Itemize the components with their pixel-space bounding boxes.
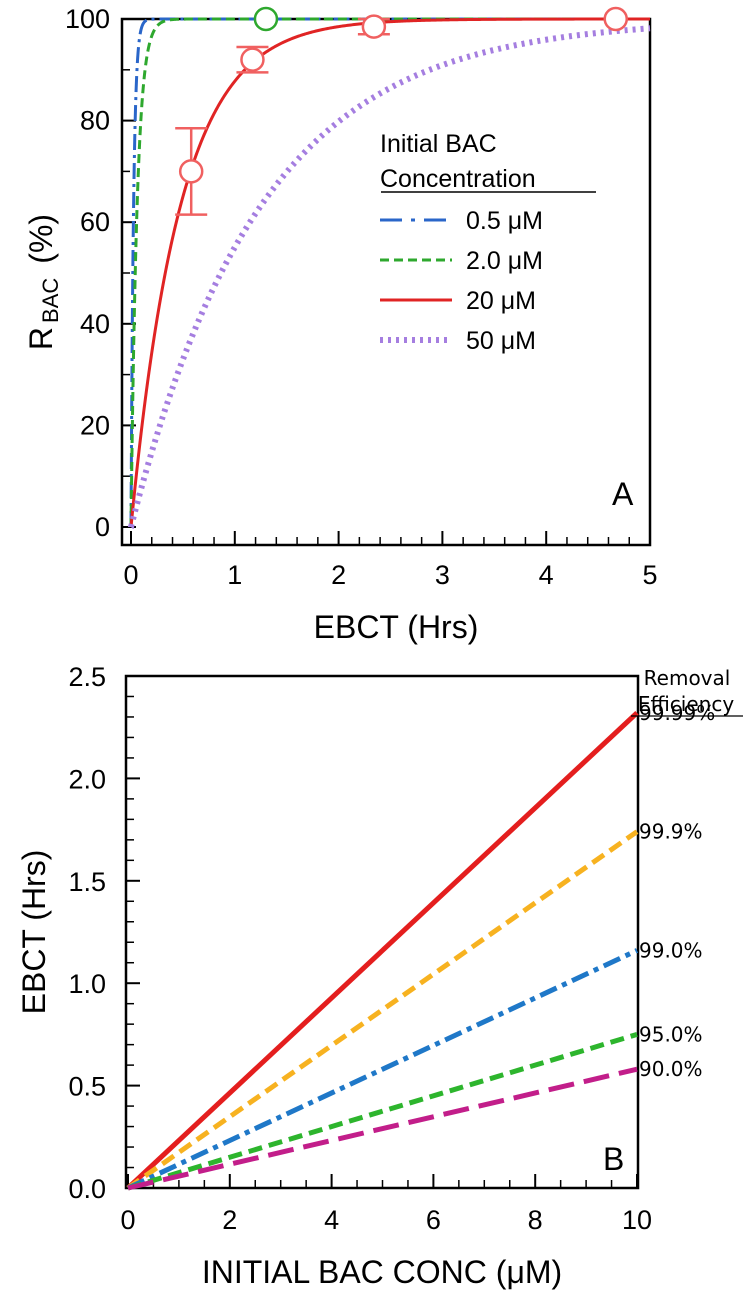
- panel-b-lines: [126, 711, 639, 1191]
- curve-20M: [129, 17, 650, 527]
- x-tick-label: 0: [123, 560, 138, 590]
- panel-b-line-labels: 99.99% 99.9% 99.0% 95.0% 90.0%: [639, 701, 715, 1081]
- panel-b-chart: 0.00.51.01.52.02.5 0 2 4 6 8 10 99.99%99.9%99…: [16, 662, 743, 1290]
- data-point: [178, 159, 204, 184]
- legend-label: 0.5 μM: [466, 207, 543, 235]
- line-900: [127, 1066, 638, 1191]
- line-label: 99.0%: [639, 938, 703, 962]
- x-tick-label: 6: [426, 1205, 441, 1235]
- legend-label: 50 μM: [466, 327, 536, 355]
- y-tick-label: 40: [80, 309, 110, 339]
- panel-a-y-ticks: 0 20 40 60 80 100: [65, 4, 136, 542]
- curve-05M: [129, 17, 650, 527]
- line-990: [126, 948, 639, 1191]
- line-999: [126, 829, 639, 1191]
- efficiency-title-line1: Removal: [644, 666, 731, 690]
- panel-a-x-axis-label: EBCT (Hrs): [314, 609, 479, 645]
- y-tick-label: 2.5: [68, 662, 106, 692]
- efficiency-title-line2: Efficiency: [638, 692, 735, 716]
- legend-title-line1: Initial BAC: [380, 130, 497, 158]
- panel-a-label: A: [612, 476, 634, 512]
- line-950: [127, 1032, 638, 1191]
- y-tick-label: 60: [80, 207, 110, 237]
- legend-label: 2.0 μM: [466, 247, 543, 275]
- panel-b-x-axis-label: INITIAL BAC CONC (μM): [202, 1254, 562, 1290]
- y-tick-label: 1.0: [68, 969, 106, 999]
- data-point: [603, 6, 628, 32]
- panel-b-y-ticks: 0.0 0.5 1.0 1.5 2.0 2.5: [68, 662, 140, 1204]
- curve-50M: [128, 25, 651, 530]
- panel-a-legend: Initial BAC Concentration 0.5 μM 2.0 μM 20…: [380, 130, 596, 355]
- line-label: 99.9%: [639, 820, 703, 844]
- x-tick-label: 3: [435, 560, 450, 590]
- x-tick-label: 0: [120, 1205, 135, 1235]
- panel-b-x-ticks: 0 2 4 6 8 10: [120, 1174, 652, 1235]
- legend-label: 20 μM: [466, 287, 536, 315]
- panel-b-label: B: [603, 1141, 624, 1177]
- y-tick-label: 1.5: [68, 867, 106, 897]
- legend-title-line2: Concentration: [380, 165, 536, 193]
- panel-a-frame: [120, 17, 652, 547]
- y-tick-label: 2.0: [68, 764, 106, 794]
- y-tick-label: 100: [65, 4, 110, 34]
- legend-rows: 0.5 μM 2.0 μM 20 μM 50 μM: [380, 207, 543, 355]
- x-tick-label: 10: [622, 1205, 652, 1235]
- panel-a-curves: [128, 17, 651, 530]
- panel-a-y-axis-label: R BAC (%): [23, 214, 63, 350]
- panel-a-x-ticks: 0 1 2 3 4 5: [123, 531, 658, 590]
- y-label-sub: BAC: [38, 278, 63, 323]
- curve-20M: [129, 17, 650, 528]
- panel-a-data-points: [175, 6, 628, 216]
- line-label: 99.99%: [639, 701, 715, 725]
- x-tick-label: 5: [642, 560, 657, 590]
- y-tick-label: 0: [95, 512, 110, 542]
- x-tick-label: 4: [539, 560, 554, 590]
- y-tick-label: 0.5: [68, 1072, 106, 1102]
- y-tick-label: 0.0: [68, 1174, 106, 1204]
- x-tick-label: 4: [324, 1205, 339, 1235]
- x-tick-label: 2: [331, 560, 346, 590]
- y-label-unit: (%): [23, 214, 59, 264]
- panel-a-chart: 0 20 40 60 80 100 0 1 2 3 4 5 Initial BAC Concentr…: [23, 4, 658, 645]
- data-point: [361, 14, 387, 39]
- y-tick-label: 20: [80, 410, 110, 440]
- x-tick-label: 2: [222, 1205, 237, 1235]
- x-tick-label: 1: [227, 560, 242, 590]
- line-9999: [126, 711, 639, 1190]
- panel-b-y-axis-label: EBCT (Hrs): [16, 850, 52, 1015]
- line-label: 90.0%: [639, 1057, 703, 1081]
- x-tick-label: 8: [528, 1205, 543, 1235]
- data-point: [240, 47, 265, 72]
- data-point: [253, 6, 279, 32]
- line-label: 95.0%: [639, 1022, 703, 1046]
- y-tick-label: 80: [80, 106, 110, 136]
- y-label-main: R: [23, 327, 59, 350]
